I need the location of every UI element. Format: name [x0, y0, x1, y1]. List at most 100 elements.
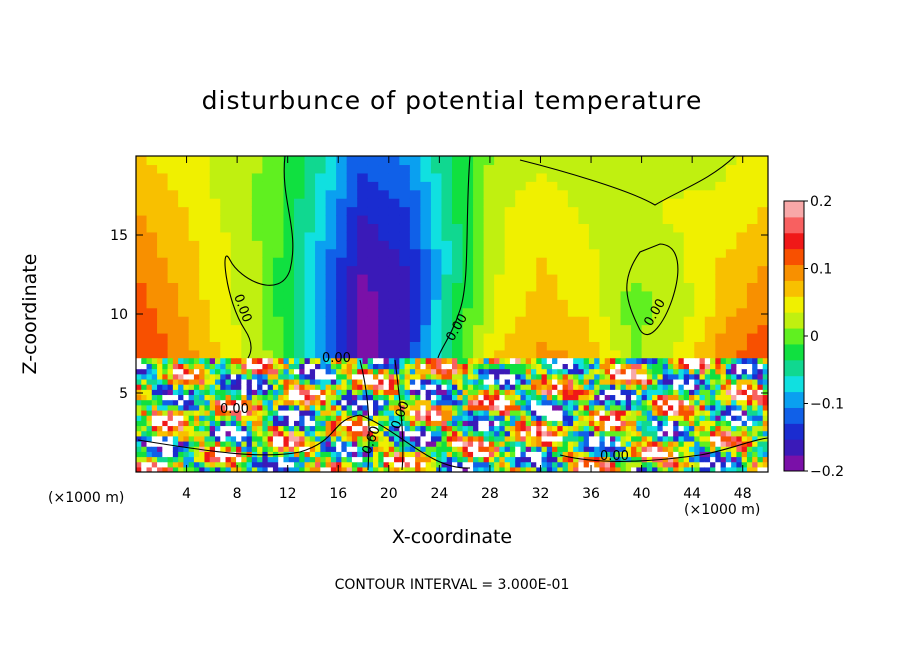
y-axis-label: Z-coordinate [19, 253, 41, 375]
field-cell [652, 332, 664, 342]
field-cell [473, 290, 485, 300]
field-cell [615, 440, 622, 447]
field-cell [452, 282, 464, 292]
field-cell [704, 358, 711, 365]
field-cell [188, 399, 195, 406]
field-cell [546, 389, 553, 396]
field-cell [509, 378, 516, 385]
field-cell [441, 451, 448, 458]
field-cell [762, 368, 768, 375]
field-cell [525, 341, 537, 351]
field-cell [483, 461, 490, 468]
field-cell [167, 415, 174, 421]
field-cell [620, 425, 627, 432]
field-cell [193, 409, 200, 416]
field-cell [373, 430, 379, 437]
field-cell [304, 290, 316, 300]
field-cell [725, 156, 737, 166]
field-cell [610, 240, 622, 250]
field-cell [583, 358, 590, 365]
field-cell [272, 349, 285, 359]
field-cell [473, 324, 485, 334]
field-cell [462, 466, 469, 472]
field-cell [199, 384, 206, 390]
field-cell [483, 257, 495, 267]
field-cell [220, 409, 227, 416]
field-cell [662, 248, 674, 258]
field-cell [699, 409, 706, 416]
field-cell [193, 435, 200, 442]
field-cell [746, 399, 753, 406]
field-cell [462, 307, 474, 317]
field-cell [330, 435, 337, 442]
field-cell [188, 420, 195, 427]
field-cell [715, 409, 722, 416]
field-cell [441, 181, 453, 191]
field-cell [515, 373, 522, 380]
field-cell [683, 425, 690, 432]
field-cell [494, 404, 500, 411]
field-cell [251, 214, 263, 225]
field-cell [157, 430, 163, 437]
field-cell [483, 265, 495, 275]
field-cell [683, 341, 695, 351]
field-cell [483, 466, 490, 472]
field-cell [652, 461, 658, 468]
field-cell [641, 257, 653, 267]
field-cell [415, 409, 421, 416]
field-cell [441, 440, 448, 447]
field-cell [531, 378, 537, 385]
field-cell [636, 404, 643, 411]
field-cell [251, 440, 258, 447]
field-cell [441, 265, 453, 275]
field-cell [351, 440, 358, 447]
field-cell [367, 425, 374, 432]
field-cell [151, 384, 158, 390]
field-cell [294, 189, 306, 199]
field-cell [383, 466, 390, 472]
field-cell [346, 378, 353, 385]
field-cell [183, 368, 190, 375]
field-cell [504, 265, 516, 275]
field-cell [673, 299, 685, 309]
field-cell [262, 282, 274, 292]
field-cell [294, 394, 300, 401]
field-cell [346, 349, 358, 359]
field-cell [299, 358, 306, 365]
field-cell [425, 378, 432, 385]
field-cell [483, 273, 495, 283]
field-cell [625, 363, 632, 370]
field-cell [388, 404, 395, 411]
field-cell [446, 378, 453, 385]
field-cell [441, 425, 448, 432]
field-cell [241, 373, 248, 380]
field-cell [409, 290, 421, 300]
field-cell [283, 409, 290, 416]
field-cell [141, 384, 148, 390]
field-cell [257, 461, 263, 468]
field-cell [215, 415, 221, 421]
field-cell [599, 282, 611, 292]
field-cell [504, 324, 516, 334]
field-cell [504, 248, 516, 258]
field-cell [625, 409, 632, 416]
field-cell [546, 415, 553, 421]
field-cell [573, 358, 579, 365]
field-cell [230, 466, 237, 472]
field-cell [346, 172, 358, 182]
field-cell [199, 404, 206, 411]
field-cell [483, 223, 495, 233]
field-cell [230, 265, 242, 275]
field-cell [367, 384, 374, 390]
field-cell [641, 273, 653, 283]
field-cell [462, 341, 474, 351]
field-cell [167, 316, 179, 326]
field-cell [299, 466, 306, 472]
field-cell [557, 324, 569, 334]
field-cell [636, 461, 643, 468]
field-cell [636, 378, 643, 385]
field-cell [199, 324, 211, 334]
field-cell [346, 384, 353, 390]
field-cell [509, 425, 516, 432]
field-cell [557, 409, 564, 416]
